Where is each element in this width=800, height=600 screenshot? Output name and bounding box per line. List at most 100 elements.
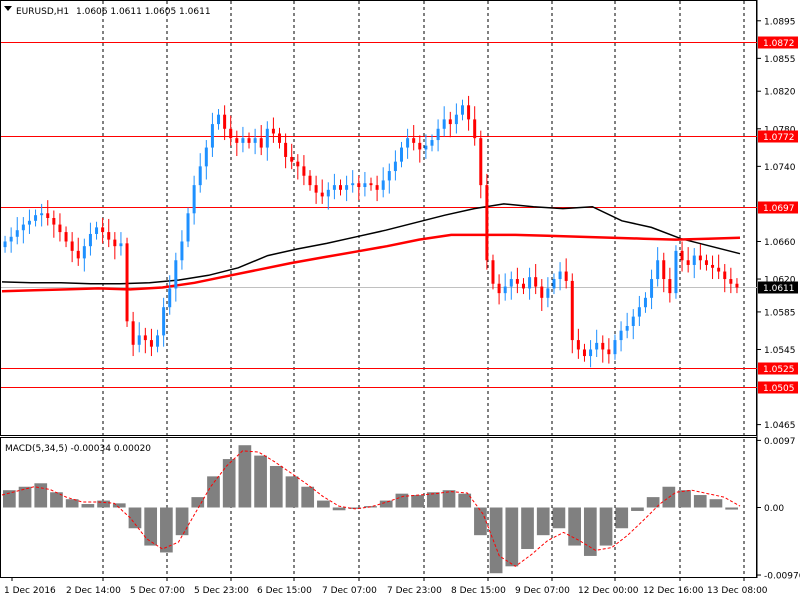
macd-bar — [222, 459, 236, 508]
candle-body — [34, 215, 38, 221]
candle-body — [704, 260, 708, 265]
candle-body — [46, 213, 50, 218]
candle-body — [9, 236, 13, 242]
candle-body — [229, 128, 233, 139]
time-label: 8 Dec 15:00 — [451, 586, 506, 596]
candle-body — [156, 335, 160, 347]
candle-body — [52, 218, 56, 225]
candle-body — [284, 142, 288, 157]
candle-body — [204, 147, 208, 167]
macd-bar — [442, 490, 456, 508]
macd-bar — [725, 507, 738, 510]
price-tick-label: 1.0740 — [764, 163, 796, 173]
candle-body — [473, 119, 477, 139]
macd-bar — [474, 507, 487, 536]
candle-body — [253, 138, 257, 143]
level-tags: 1.0872 1.0772 1.0697 1.0525 1.0505 1.0611 — [758, 36, 798, 394]
time-label: 12 Dec 16:00 — [643, 586, 704, 596]
candle-body — [613, 340, 617, 355]
macd-bar — [317, 500, 330, 508]
candle-body — [339, 185, 343, 190]
candle-body — [430, 140, 434, 146]
candle-body — [491, 260, 495, 284]
candle-body — [82, 246, 86, 259]
time-label: 5 Dec 07:00 — [130, 586, 185, 596]
macd-bar — [395, 493, 409, 508]
candle-body — [15, 230, 19, 237]
candle-body — [326, 189, 330, 197]
candle-body — [259, 138, 263, 148]
time-axis: 1 Dec 2016 2 Dec 14:00 5 Dec 07:00 5 Dec 23… — [4, 577, 768, 596]
candle-body — [564, 271, 568, 281]
candle-body — [210, 124, 214, 148]
candle-body — [692, 255, 696, 265]
macd-bar — [65, 499, 79, 508]
candle-body — [162, 307, 166, 336]
candle-body — [345, 185, 349, 190]
candle-body — [619, 330, 623, 341]
macd-bar — [332, 507, 346, 511]
candle-body — [308, 175, 312, 186]
time-label: 6 Dec 15:00 — [257, 586, 312, 596]
candle-body — [570, 280, 574, 341]
horizontal-levels — [1, 42, 757, 388]
macd-bar — [379, 500, 393, 508]
candle-body — [735, 283, 739, 288]
dropdown-triangle-icon[interactable] — [4, 6, 12, 11]
candle-body — [406, 138, 410, 148]
price-tick-label: 1.0820 — [764, 88, 796, 98]
current-price-label: 1.0611 — [763, 284, 795, 294]
candle-body — [131, 321, 135, 345]
level-tag — [758, 381, 798, 394]
macd-tick-label: 0.00 — [764, 504, 784, 514]
level-tag-label: 1.0872 — [763, 39, 795, 49]
candle-body — [247, 138, 251, 143]
macd-bar — [191, 497, 205, 508]
candle-body — [76, 250, 80, 259]
candle-body — [424, 145, 428, 150]
candle-body — [95, 227, 99, 234]
candle-body — [363, 183, 367, 188]
candle-body — [198, 166, 202, 186]
candle-body — [265, 128, 269, 148]
ma-slow-line — [1, 203, 741, 285]
macd-bar — [615, 507, 629, 529]
macd-bar — [112, 503, 126, 508]
candle-body — [278, 133, 282, 143]
macd-bar — [160, 507, 173, 553]
candle-body — [113, 239, 117, 247]
level-tag-label: 1.0772 — [763, 133, 795, 143]
candle-body — [460, 105, 464, 115]
ohlc-values: 1.0606 1.0611 1.0605 1.0611 — [76, 7, 211, 17]
level-tag — [758, 130, 798, 143]
candle-body — [509, 279, 513, 287]
candle-body — [448, 119, 452, 125]
macd-bar — [599, 507, 613, 546]
candle-body — [595, 342, 599, 350]
candle-body — [235, 138, 239, 143]
candle-body — [528, 277, 532, 289]
candle-body — [290, 156, 294, 162]
macd-bar — [175, 507, 189, 536]
main-plot-frame — [0, 0, 757, 436]
candle-body — [271, 128, 275, 134]
level-tag-label: 1.0505 — [763, 384, 795, 394]
candle-body — [698, 255, 702, 261]
candle-body — [217, 114, 221, 125]
candle-body — [174, 260, 178, 289]
candle-body — [137, 335, 141, 345]
candle-body — [625, 326, 629, 331]
candle-body — [412, 138, 416, 143]
macd-bar — [693, 495, 707, 508]
candle-body — [558, 271, 562, 280]
price-tick-label: 1.0585 — [764, 308, 796, 318]
candle-body — [101, 227, 105, 233]
macd-bar — [568, 507, 581, 546]
macd-header-label: MACD(5,34,5) -0.00034 0.00020 — [5, 444, 151, 454]
time-label: 2 Dec 14:00 — [66, 586, 121, 596]
macd-bar — [50, 492, 63, 508]
macd-bar — [81, 504, 95, 508]
candle-body — [149, 340, 153, 347]
macd-bar — [18, 486, 32, 508]
